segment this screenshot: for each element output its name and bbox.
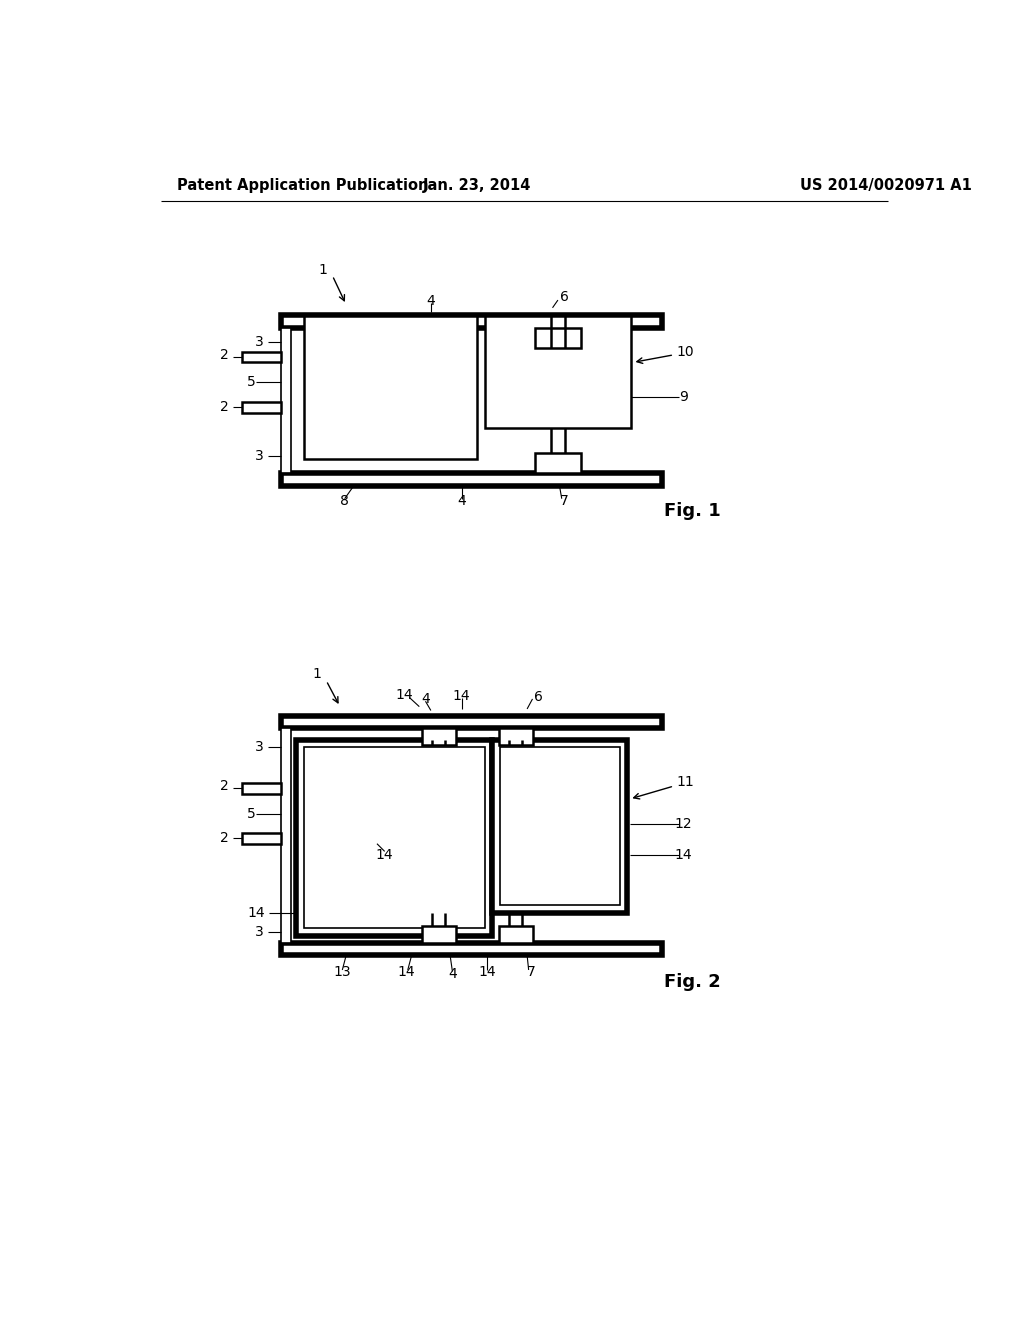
Bar bbox=[484, 317, 631, 428]
Bar bbox=[493, 739, 628, 913]
Text: 14: 14 bbox=[376, 849, 393, 862]
Text: 14: 14 bbox=[395, 688, 413, 702]
Text: 3: 3 bbox=[255, 335, 264, 348]
Text: 2: 2 bbox=[220, 347, 229, 362]
Text: 3: 3 bbox=[255, 741, 264, 755]
Bar bbox=[422, 927, 457, 942]
Text: 14: 14 bbox=[397, 965, 415, 979]
Bar bbox=[281, 715, 662, 729]
Text: 5: 5 bbox=[247, 808, 255, 821]
Bar bbox=[243, 351, 281, 363]
Text: 10: 10 bbox=[676, 346, 694, 359]
Text: 7: 7 bbox=[560, 494, 568, 508]
Text: 3: 3 bbox=[255, 449, 264, 463]
Text: 2: 2 bbox=[220, 832, 229, 845]
Text: 2: 2 bbox=[220, 779, 229, 793]
Bar bbox=[281, 315, 662, 327]
Text: 1: 1 bbox=[312, 668, 322, 681]
Text: Patent Application Publication: Patent Application Publication bbox=[177, 178, 428, 193]
Bar bbox=[499, 927, 534, 942]
Text: 7: 7 bbox=[526, 965, 536, 979]
Text: 13: 13 bbox=[334, 965, 351, 979]
Text: 6: 6 bbox=[535, 689, 543, 704]
Bar bbox=[422, 729, 457, 744]
Text: Fig. 1: Fig. 1 bbox=[665, 502, 721, 520]
Text: 6: 6 bbox=[560, 290, 568, 304]
Bar bbox=[243, 783, 281, 793]
Text: 8: 8 bbox=[340, 494, 349, 508]
Text: 14: 14 bbox=[478, 965, 496, 979]
Text: 4: 4 bbox=[421, 692, 430, 706]
Text: Jan. 23, 2014: Jan. 23, 2014 bbox=[423, 178, 531, 193]
Bar bbox=[296, 739, 493, 936]
Text: 14: 14 bbox=[453, 689, 470, 702]
Text: 9: 9 bbox=[679, 391, 688, 404]
Text: 4: 4 bbox=[458, 494, 466, 508]
Bar bbox=[281, 729, 292, 942]
Text: 14: 14 bbox=[675, 849, 692, 862]
Text: 2: 2 bbox=[220, 400, 229, 414]
Bar bbox=[281, 327, 292, 474]
Text: 12: 12 bbox=[675, 817, 692, 832]
Bar bbox=[281, 474, 662, 486]
Bar bbox=[535, 327, 581, 348]
Text: 11: 11 bbox=[676, 775, 694, 789]
Bar bbox=[499, 729, 534, 744]
Text: 4: 4 bbox=[449, 966, 457, 981]
Bar bbox=[304, 747, 484, 928]
Text: Fig. 2: Fig. 2 bbox=[665, 973, 721, 991]
Bar bbox=[304, 317, 477, 459]
Bar bbox=[281, 942, 662, 956]
Text: US 2014/0020971 A1: US 2014/0020971 A1 bbox=[801, 178, 973, 193]
Text: 14: 14 bbox=[248, 906, 265, 920]
Text: 1: 1 bbox=[318, 263, 328, 277]
Text: 5: 5 bbox=[247, 375, 255, 388]
Bar bbox=[243, 833, 281, 843]
Bar bbox=[500, 747, 620, 906]
Text: 4: 4 bbox=[426, 294, 435, 308]
Bar bbox=[243, 401, 281, 412]
Bar bbox=[535, 453, 581, 474]
Text: 3: 3 bbox=[255, 925, 264, 940]
